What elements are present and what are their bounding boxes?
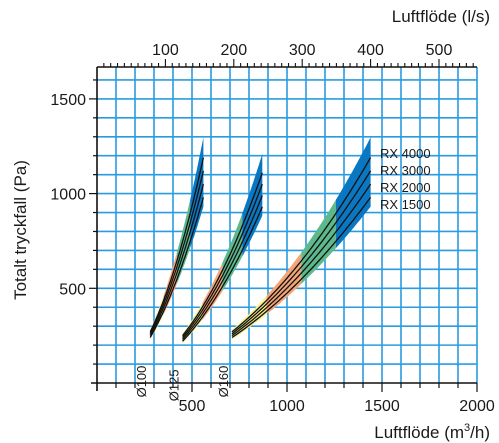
x-axis-title: Luftflöde (m3/h) (374, 422, 490, 442)
flow-band-segment (266, 252, 302, 315)
grid-layer (97, 67, 478, 383)
y-tick-label: 500 (59, 281, 86, 298)
series-line (149, 170, 205, 335)
series-line (231, 157, 372, 333)
axes-layer (89, 59, 478, 392)
x2-tick-label: 500 (426, 42, 453, 59)
x2-tick-label: 200 (220, 42, 247, 59)
diameter-label: Ø125 (167, 369, 182, 401)
series-line (149, 197, 205, 338)
series-line (181, 172, 263, 337)
series-line (182, 195, 263, 340)
line-layer (149, 157, 372, 342)
x-tick-label: 1500 (364, 398, 400, 415)
legend-entry: RX 3000 (380, 163, 431, 178)
x2-tick-label: 100 (152, 42, 179, 59)
flow-band-segment (222, 213, 243, 292)
series-line (231, 197, 372, 339)
y-tick-label: 1500 (50, 92, 86, 109)
x-tick-label: 1000 (269, 398, 305, 415)
y-axis-title: Totalt tryckfall (Pa) (11, 160, 30, 300)
label-layer: Ø100 Ø125 Ø160 500 1000 1500 2000 100 200 300 400 5… (50, 42, 494, 415)
legend-entry: RX 2000 (380, 180, 431, 195)
series-line (149, 157, 205, 333)
x2-tick-label: 300 (289, 42, 316, 59)
y-tick-label: 1000 (50, 187, 86, 204)
diameter-label: Ø160 (216, 366, 231, 398)
series-line (231, 183, 372, 337)
top-x-axis-title: Luftflöde (l/s) (392, 7, 490, 26)
legend-entry: RX 1500 (380, 197, 431, 212)
flow-band-segment (242, 153, 263, 257)
series-line (149, 183, 205, 336)
x-tick-label: 2000 (459, 398, 495, 415)
x-tick-label: 500 (179, 398, 206, 415)
series-line (182, 206, 263, 342)
legend-entry: RX 4000 (380, 146, 431, 161)
series-line (182, 183, 263, 338)
diameter-label: Ø100 (134, 366, 149, 398)
x2-tick-label: 400 (357, 42, 384, 59)
series-line (231, 170, 372, 335)
